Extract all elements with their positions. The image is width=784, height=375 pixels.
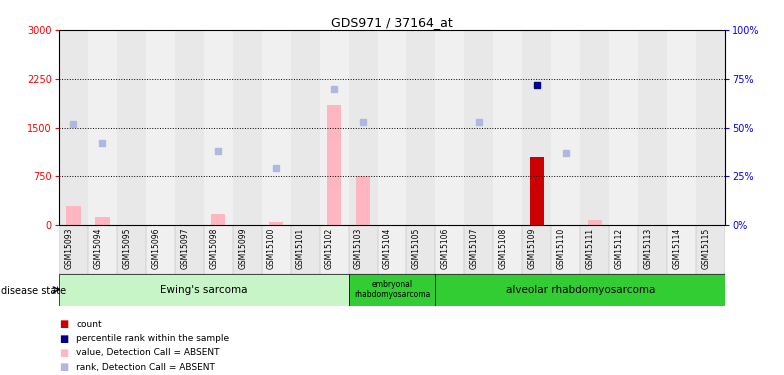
- Bar: [59, 274, 349, 306]
- Text: GSM15096: GSM15096: [151, 227, 160, 269]
- Bar: [378, 30, 406, 225]
- Bar: [551, 30, 580, 225]
- Text: GSM15106: GSM15106: [441, 227, 450, 269]
- Bar: [638, 30, 667, 225]
- Text: GSM15109: GSM15109: [528, 227, 537, 269]
- Bar: [522, 225, 551, 274]
- Bar: [493, 30, 522, 225]
- Bar: [204, 225, 233, 274]
- Bar: [349, 274, 435, 306]
- Text: GSM15105: GSM15105: [412, 227, 421, 269]
- Bar: [117, 30, 146, 225]
- Bar: [146, 225, 175, 274]
- Text: GSM15107: GSM15107: [470, 227, 479, 269]
- Bar: [211, 214, 226, 225]
- Text: ■: ■: [59, 320, 68, 329]
- Text: GSM15102: GSM15102: [325, 227, 334, 268]
- Text: ■: ■: [59, 334, 68, 344]
- Bar: [175, 225, 204, 274]
- Text: GSM15104: GSM15104: [383, 227, 392, 269]
- Text: GSM15110: GSM15110: [557, 227, 566, 268]
- Text: disease state: disease state: [1, 286, 66, 296]
- Bar: [262, 225, 291, 274]
- Text: value, Detection Call = ABSENT: value, Detection Call = ABSENT: [76, 348, 220, 357]
- Text: GSM15094: GSM15094: [93, 227, 102, 269]
- Bar: [609, 225, 638, 274]
- Bar: [88, 225, 117, 274]
- Bar: [88, 30, 117, 225]
- Bar: [667, 225, 696, 274]
- Bar: [349, 225, 378, 274]
- Text: count: count: [76, 320, 102, 329]
- Bar: [435, 274, 739, 306]
- Text: alveolar rhabdomyosarcoma: alveolar rhabdomyosarcoma: [506, 285, 655, 295]
- Text: GSM15114: GSM15114: [673, 227, 682, 268]
- Bar: [269, 222, 283, 225]
- Text: GSM15093: GSM15093: [64, 227, 73, 269]
- Bar: [356, 176, 370, 225]
- Bar: [117, 225, 146, 274]
- Text: GSM15113: GSM15113: [644, 227, 653, 268]
- Bar: [320, 30, 349, 225]
- Text: GSM15112: GSM15112: [615, 227, 624, 268]
- Bar: [95, 216, 110, 225]
- Text: GSM15099: GSM15099: [238, 227, 247, 269]
- Bar: [587, 220, 602, 225]
- Bar: [696, 225, 725, 274]
- Bar: [262, 30, 291, 225]
- Text: GSM15100: GSM15100: [267, 227, 276, 269]
- Bar: [493, 225, 522, 274]
- Text: GSM15097: GSM15097: [180, 227, 189, 269]
- Bar: [435, 225, 464, 274]
- Bar: [638, 225, 667, 274]
- Bar: [580, 225, 609, 274]
- Text: GSM15095: GSM15095: [122, 227, 131, 269]
- Bar: [406, 30, 435, 225]
- Bar: [530, 157, 544, 225]
- Bar: [146, 30, 175, 225]
- Text: GSM15115: GSM15115: [702, 227, 711, 268]
- Bar: [435, 30, 464, 225]
- Text: GSM15098: GSM15098: [209, 227, 218, 269]
- Bar: [349, 30, 378, 225]
- Bar: [667, 30, 696, 225]
- Bar: [291, 225, 320, 274]
- Text: GSM15103: GSM15103: [354, 227, 363, 269]
- Text: GSM15111: GSM15111: [586, 227, 595, 268]
- Bar: [464, 30, 493, 225]
- Text: percentile rank within the sample: percentile rank within the sample: [76, 334, 229, 343]
- Text: rank, Detection Call = ABSENT: rank, Detection Call = ABSENT: [76, 363, 215, 372]
- Bar: [66, 206, 81, 225]
- Bar: [320, 225, 349, 274]
- Text: Ewing's sarcoma: Ewing's sarcoma: [160, 285, 248, 295]
- Text: GSM15108: GSM15108: [499, 227, 508, 268]
- Bar: [59, 225, 88, 274]
- Bar: [378, 225, 406, 274]
- Text: ■: ■: [59, 362, 68, 372]
- Bar: [464, 225, 493, 274]
- Title: GDS971 / 37164_at: GDS971 / 37164_at: [331, 16, 453, 29]
- Text: GSM15101: GSM15101: [296, 227, 305, 268]
- Bar: [204, 30, 233, 225]
- Bar: [580, 30, 609, 225]
- Bar: [696, 30, 725, 225]
- Bar: [291, 30, 320, 225]
- Bar: [551, 225, 580, 274]
- Bar: [233, 225, 262, 274]
- Bar: [233, 30, 262, 225]
- Bar: [522, 30, 551, 225]
- Bar: [609, 30, 638, 225]
- Bar: [327, 105, 341, 225]
- Bar: [406, 225, 435, 274]
- Text: ■: ■: [59, 348, 68, 358]
- Text: embryonal
rhabdomyosarcoma: embryonal rhabdomyosarcoma: [354, 280, 430, 299]
- Bar: [175, 30, 204, 225]
- Bar: [59, 30, 88, 225]
